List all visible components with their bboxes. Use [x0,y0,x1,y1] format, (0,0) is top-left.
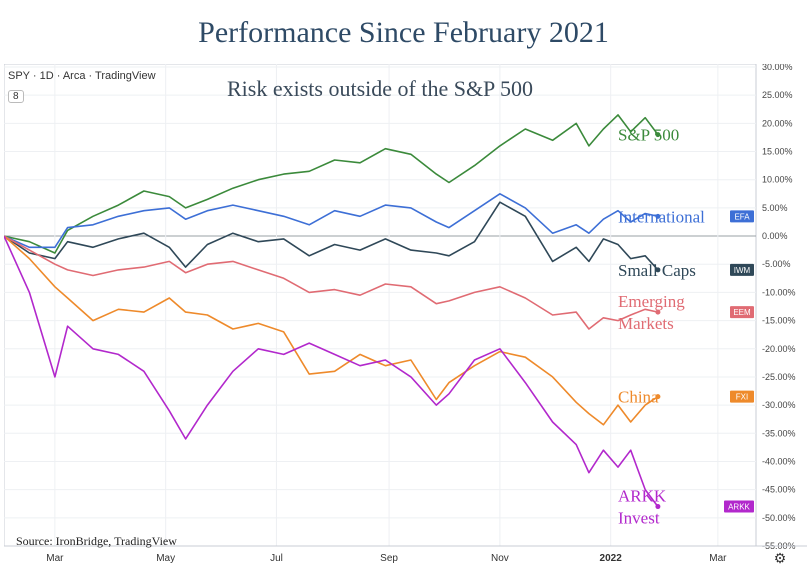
y-tick-label: 25.00% [762,90,793,100]
plot-frame [3,63,757,547]
ticker-tag-label: IWM [734,266,751,275]
x-tick-label: 2022 [600,553,623,564]
ticker-tag [730,210,754,223]
ticker-tag [730,390,754,403]
series-line [3,235,659,508]
ticker-tag-label: FXI [736,393,748,402]
y-tick-label: -10.00% [762,287,796,297]
series-label: S&P 500 [618,126,679,145]
series-end-point [655,504,661,510]
ticker-tag-label: EFA [734,212,750,221]
series-label: Markets [618,314,674,333]
series-line [3,114,659,254]
x-tick-label: Jul [270,553,283,564]
chart-area: 30.00% 25.00% 20.00% 15.00% 10.00% 5.00% 0.00%… [3,62,807,575]
y-tick-label: 0.00% [762,231,788,241]
series-end-point [655,132,661,138]
y-tick-label: 5.00% [762,203,788,213]
series-line [3,235,659,426]
ticker-tag [724,500,754,513]
x-tick-label: Mar [709,553,727,564]
x-tick-label: Mar [46,553,64,564]
series-end-point [655,394,661,400]
y-tick-label: -20.00% [762,344,796,354]
ticker-tag-label: EEM [733,308,751,317]
line-chart: 30.00% 25.00% 20.00% 15.00% 10.00% 5.00% 0.00%… [3,62,807,566]
series-end-point [655,309,661,315]
series-label: International [618,207,705,226]
series-line [3,201,659,271]
symbol-header: SPY · 1D · Arca · TradingView [8,70,156,82]
series-label: Emerging [618,292,685,311]
y-tick-label: -40.00% [762,456,796,466]
y-tick-label: -30.00% [762,400,796,410]
y-tick-label: 20.00% [762,118,793,128]
chart-title: Performance Since February 2021 [198,16,609,49]
series-label: Small Caps [618,261,696,280]
settings-gear-icon[interactable]: ⚙ [774,550,787,566]
series-label: China [618,388,659,407]
y-tick-label: -45.00% [762,485,796,495]
series-line [3,193,659,249]
x-tick-label: Sep [380,553,398,564]
y-tick-label: 30.00% [762,64,793,72]
series-label: Invest [618,509,660,528]
y-tick-label: -35.00% [762,428,796,438]
y-tick-label: -5.00% [762,259,791,269]
x-tick-label: May [156,553,175,564]
y-tick-label: -50.00% [762,513,796,523]
ticker-tag [730,263,754,276]
indicator-badge[interactable]: 8 [8,90,24,103]
y-tick-label: -15.00% [762,316,796,326]
ticker-tag-label: ARKK [728,503,750,512]
x-tick-label: Nov [491,553,509,564]
y-tick-label: 10.00% [762,175,793,185]
chart-subtitle: Risk exists outside of the S&P 500 [227,76,533,101]
source-note: Source: IronBridge, TradingView [16,534,177,548]
series-end-point [655,213,661,219]
y-tick-label: 15.00% [762,147,793,157]
series-line [3,235,659,330]
y-tick-label: -25.00% [762,372,796,382]
series-end-point [655,267,661,273]
series-label: ARKK [618,487,667,506]
ticker-tag [730,306,754,319]
